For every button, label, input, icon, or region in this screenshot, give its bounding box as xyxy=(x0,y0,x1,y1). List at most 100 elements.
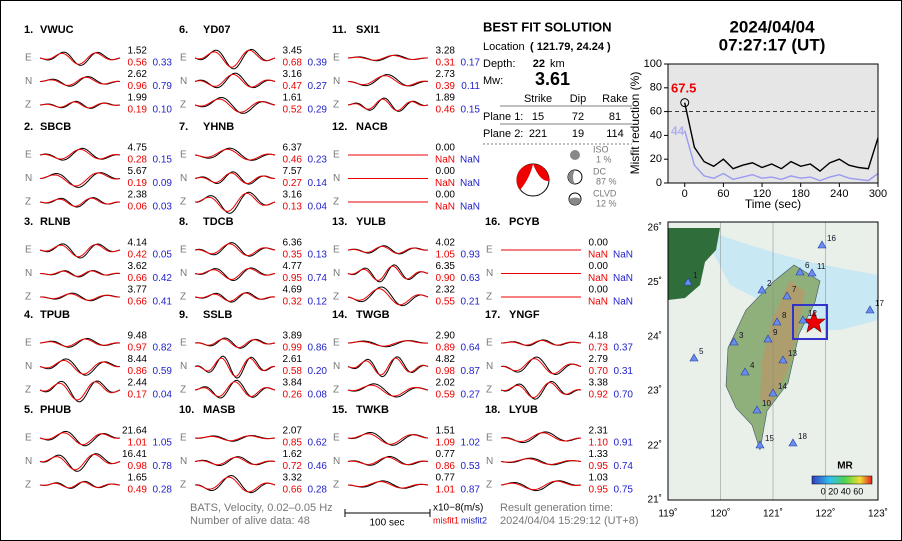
amplitude: 4.69 xyxy=(283,285,303,296)
synthetic-trace xyxy=(39,76,121,86)
misfit1: 0.28 xyxy=(128,155,148,166)
synthetic-trace xyxy=(39,381,121,401)
station-number: 9. xyxy=(179,309,188,321)
amplitude: 6.35 xyxy=(436,261,456,272)
station-marker xyxy=(782,291,792,300)
misfit1: NaN xyxy=(588,273,608,284)
table-header: Dip xyxy=(570,93,587,105)
synthetic-trace xyxy=(194,192,276,212)
station-name: SBCB xyxy=(40,121,71,133)
observed-trace xyxy=(347,286,429,307)
plane-value: 114 xyxy=(606,128,624,140)
misfit2: 0.12 xyxy=(308,297,328,308)
observed-trace xyxy=(347,480,429,489)
result-time: 2024/04/04 15:29:12 (UT+8) xyxy=(500,515,639,527)
amplitude: 2.02 xyxy=(436,378,456,389)
series-line xyxy=(684,130,879,182)
misfit2: 0.93 xyxy=(461,250,481,261)
component: N xyxy=(180,361,187,372)
station-number: 8. xyxy=(179,216,188,228)
amplitude: 2.07 xyxy=(283,426,303,437)
component: N xyxy=(486,268,493,279)
source-box xyxy=(792,304,828,340)
observed-trace xyxy=(194,72,276,89)
amplitude: 3.32 xyxy=(283,473,303,484)
station-label: 7 xyxy=(792,285,797,294)
misfit2: 0.21 xyxy=(461,297,481,308)
location: ( 121.79, 24.24 ) xyxy=(530,41,611,53)
station-name: LYUB xyxy=(509,404,538,416)
station-number: 14. xyxy=(332,309,347,321)
plot-frame xyxy=(667,63,879,184)
misfit1: 0.13 xyxy=(283,202,303,213)
synthetic-trace xyxy=(39,52,121,65)
misfit1: 0.19 xyxy=(128,105,148,116)
misfit1: 0.98 xyxy=(436,366,456,377)
synthetic-trace xyxy=(194,148,276,161)
synthetic-trace xyxy=(194,435,276,442)
amplitude: 4.14 xyxy=(128,238,148,249)
synthetic-trace xyxy=(194,243,276,257)
component: E xyxy=(25,433,32,444)
misfit1: NaN xyxy=(435,178,455,189)
misfit1: 0.72 xyxy=(283,461,303,472)
amplitude: 3.45 xyxy=(283,46,303,57)
plane-value: 19 xyxy=(572,128,584,140)
station-number: 17. xyxy=(485,309,500,321)
synthetic-trace xyxy=(347,481,429,489)
solution-title: BEST FIT SOLUTION xyxy=(483,19,612,34)
misfit1: 0.95 xyxy=(283,273,303,284)
misfit1: 0.70 xyxy=(589,366,609,377)
component: E xyxy=(25,338,32,349)
misfit1: 1.01 xyxy=(436,485,456,496)
component: N xyxy=(333,173,340,184)
synthetic-trace xyxy=(39,270,121,277)
component-label: DC xyxy=(593,166,606,176)
series-line xyxy=(684,102,879,172)
amplitude: 3.89 xyxy=(283,331,303,342)
map-land xyxy=(668,228,720,300)
component: E xyxy=(333,245,340,256)
component: E xyxy=(180,53,187,64)
misfit1: 0.97 xyxy=(128,343,148,354)
misfit1: 0.95 xyxy=(589,461,609,472)
y-tick-label: 60 xyxy=(650,106,662,118)
misfit2: 0.10 xyxy=(153,105,173,116)
misfit2: 0.79 xyxy=(153,81,173,92)
component: E xyxy=(486,338,493,349)
station-name: MASB xyxy=(203,404,235,416)
dc-icon xyxy=(568,170,575,184)
station-marker xyxy=(772,317,782,326)
synthetic-trace xyxy=(194,73,276,88)
synthetic-trace xyxy=(194,456,276,466)
observed-trace xyxy=(194,355,276,379)
misfit2: 0.11 xyxy=(461,81,480,92)
misfit1: 1.01 xyxy=(128,438,148,449)
amplitude: 4.75 xyxy=(128,143,148,154)
component: Z xyxy=(333,100,339,111)
observed-trace xyxy=(39,380,121,403)
misfit2: 0.28 xyxy=(153,485,173,496)
component: N xyxy=(25,268,32,279)
plane-value: 72 xyxy=(572,111,584,123)
map-lat-label: 26˚ xyxy=(648,222,662,234)
peak-annotation: 44 xyxy=(671,124,685,138)
station-marker xyxy=(788,438,798,447)
component: E xyxy=(486,433,493,444)
component: E xyxy=(180,245,187,256)
plane-value: 221 xyxy=(529,128,547,140)
amplitude: 1.99 xyxy=(128,93,148,104)
amplitude: 16.41 xyxy=(122,449,147,460)
depth: 22 xyxy=(533,58,545,70)
misfit1: 0.68 xyxy=(283,58,303,69)
misfit1: 0.59 xyxy=(436,390,456,401)
misfit1: 1.05 xyxy=(436,250,456,261)
synthetic-trace xyxy=(347,433,429,445)
synthetic-trace xyxy=(347,357,429,376)
synthetic-trace xyxy=(194,98,276,113)
amplitude: 1.89 xyxy=(436,93,456,104)
event-time: 07:27:17 (UT) xyxy=(719,35,826,54)
map-lat-label: 25˚ xyxy=(648,276,662,288)
plane-value: 81 xyxy=(609,111,621,123)
table-header: Strike xyxy=(524,93,552,105)
